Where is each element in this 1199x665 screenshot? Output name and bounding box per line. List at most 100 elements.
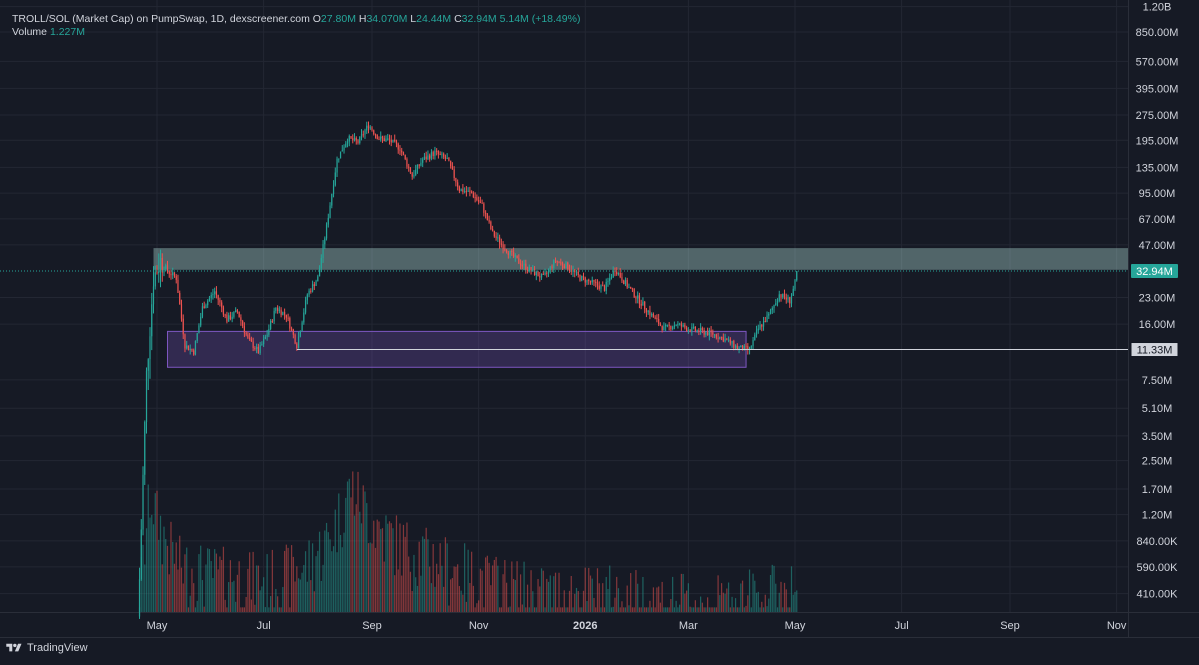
- candle-body: [675, 325, 677, 327]
- volume-bar: [301, 572, 303, 612]
- candle-body: [500, 243, 502, 245]
- volume-bar: [299, 579, 301, 612]
- candle-body: [406, 159, 408, 167]
- candle-body: [532, 269, 534, 272]
- volume-bar: [738, 607, 740, 612]
- candle-body: [341, 150, 343, 152]
- candle-body: [698, 330, 700, 333]
- candle-body: [713, 334, 716, 336]
- candle-body: [537, 271, 539, 277]
- candle-body: [387, 138, 389, 140]
- volume-bar: [616, 576, 618, 612]
- volume-bar: [485, 557, 487, 612]
- volume-bar: [338, 493, 340, 612]
- volume-bar: [462, 594, 464, 612]
- candle-body: [221, 302, 223, 308]
- candle-body: [173, 272, 176, 277]
- volume-bar: [182, 583, 184, 612]
- open-value: 27.80M: [320, 13, 356, 25]
- candle-body: [542, 273, 544, 275]
- volume-bar: [771, 564, 773, 612]
- volume-bar: [549, 575, 551, 612]
- volume-bar: [359, 511, 361, 612]
- volume-bar: [346, 481, 349, 612]
- volume-bar: [270, 596, 272, 612]
- candle-body: [207, 301, 209, 306]
- volume-bar: [441, 565, 443, 612]
- volume-bar: [374, 547, 377, 612]
- candle-body: [672, 327, 674, 330]
- volume-bar: [652, 587, 655, 612]
- candle-body: [156, 272, 158, 274]
- volume-bar: [479, 568, 481, 612]
- volume-bar: [658, 586, 660, 612]
- volume-bar: [257, 565, 259, 612]
- volume-bar: [373, 520, 375, 612]
- volume-bar: [654, 607, 656, 612]
- candle-body: [395, 141, 398, 144]
- volume-label: Volume: [12, 26, 48, 38]
- candle-body: [287, 317, 289, 319]
- candle-body: [390, 139, 392, 143]
- candle-body: [138, 579, 141, 617]
- volume-bar: [201, 580, 204, 612]
- volume-bar: [317, 550, 319, 612]
- candle-body: [712, 332, 714, 335]
- volume-bar: [235, 601, 237, 612]
- volume-bar: [596, 568, 599, 612]
- candle-body: [785, 297, 787, 300]
- candle-body: [299, 331, 301, 337]
- volume-bar: [240, 607, 242, 612]
- candle-body: [408, 166, 410, 168]
- tradingview-brand[interactable]: TradingView: [6, 642, 88, 654]
- volume-bar: [720, 583, 723, 612]
- volume-bar: [242, 607, 244, 612]
- volume-bar: [446, 543, 448, 612]
- volume-bar: [215, 553, 218, 612]
- y-tick-label: 275.00M: [1136, 110, 1179, 122]
- volume-bar: [187, 607, 190, 612]
- candle-body: [331, 194, 333, 206]
- volume-bar: [603, 607, 606, 612]
- candle-body: [745, 345, 747, 347]
- resistance-zone: [153, 248, 1129, 270]
- candle-body: [490, 221, 492, 230]
- volume-bar: [701, 602, 703, 612]
- candle-body: [602, 285, 604, 287]
- candle-body: [687, 329, 689, 331]
- candle-body: [441, 153, 443, 155]
- candle-body: [780, 294, 782, 298]
- volume-bar: [194, 607, 197, 612]
- volume-bar: [699, 596, 702, 612]
- candle-body: [471, 191, 473, 194]
- volume-bar: [353, 515, 356, 612]
- low-label: L: [410, 13, 417, 25]
- candle-body: [339, 151, 342, 159]
- candle-body: [783, 293, 786, 298]
- candle-body: [624, 280, 627, 285]
- volume-bar: [144, 564, 146, 612]
- volume-bar: [474, 607, 476, 612]
- volume-bar: [268, 607, 270, 612]
- candle-body: [679, 323, 681, 325]
- candle-body: [263, 338, 265, 345]
- volume-bar: [283, 550, 286, 612]
- volume-bar: [203, 606, 205, 612]
- candle-body: [427, 155, 429, 160]
- volume-bar: [173, 563, 176, 612]
- candle-body: [642, 301, 644, 306]
- candle-body: [684, 324, 686, 328]
- volume-bar: [556, 607, 558, 612]
- candle-body: [528, 267, 530, 271]
- volume-bar: [568, 590, 571, 612]
- candle-body: [747, 346, 749, 350]
- candle-body: [343, 147, 345, 151]
- horizontal-line-tag: [1130, 342, 1179, 358]
- volume-bar: [420, 575, 422, 612]
- candle-body: [338, 158, 340, 160]
- volume-bar: [250, 599, 253, 612]
- volume-bar: [773, 565, 775, 612]
- candle-body: [318, 268, 321, 277]
